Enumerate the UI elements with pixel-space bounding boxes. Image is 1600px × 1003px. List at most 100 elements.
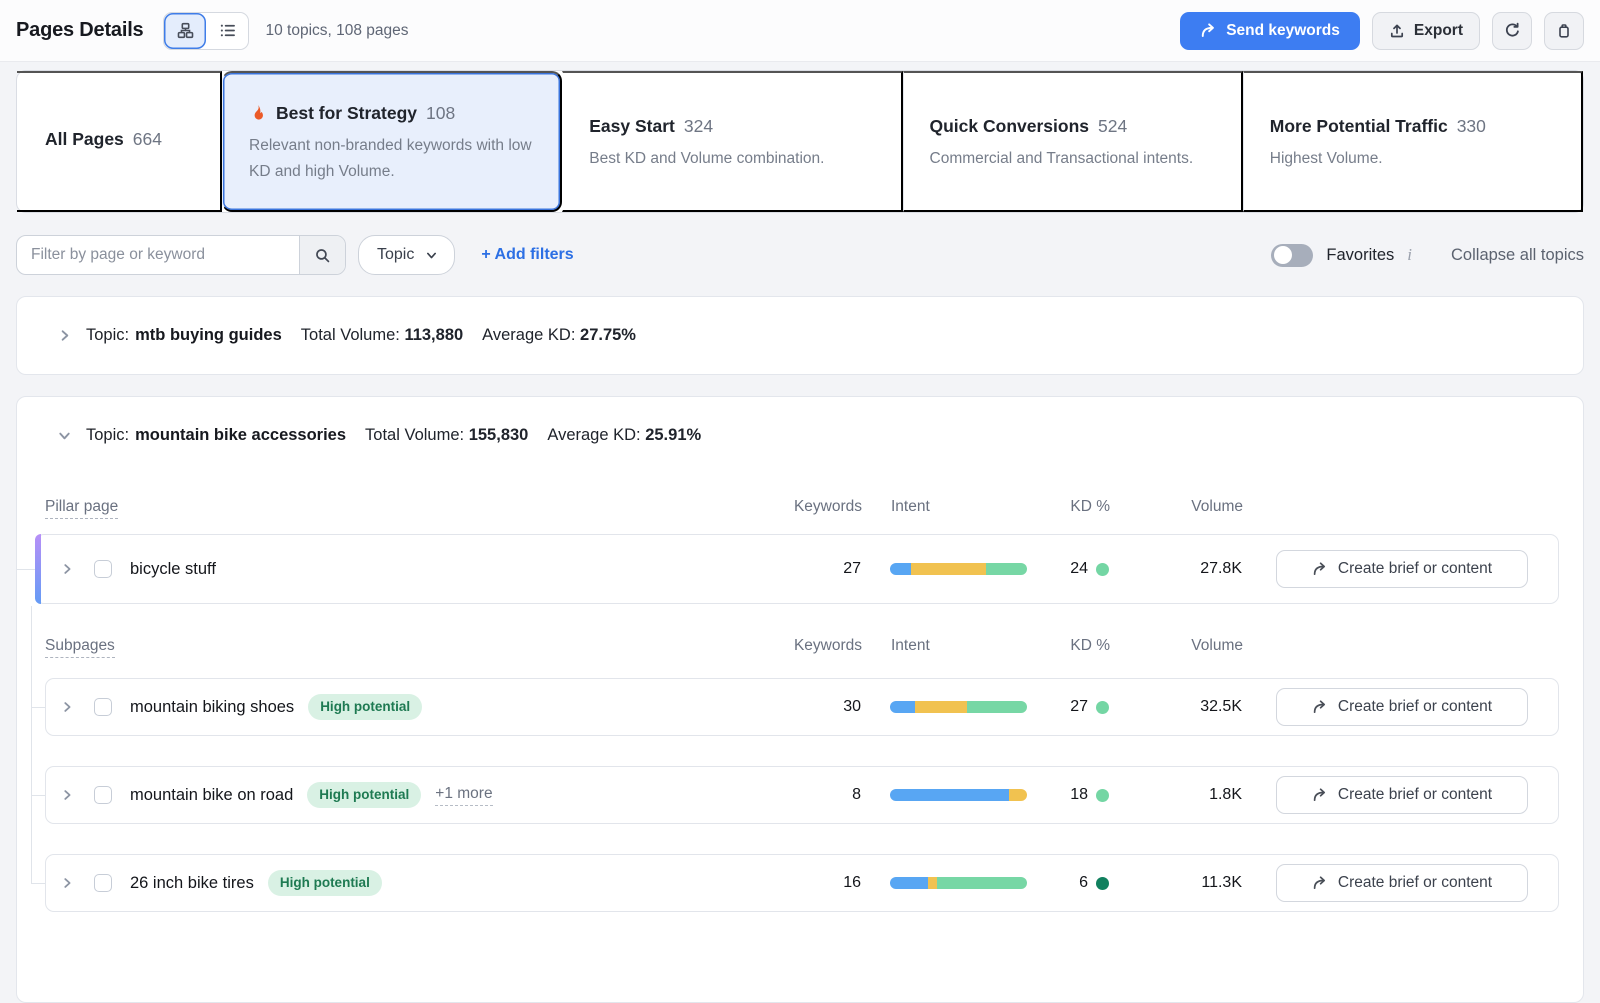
page-name: bicycle stuff (130, 560, 216, 579)
refresh-icon (1504, 22, 1521, 39)
create-brief-button[interactable]: Create brief or content (1276, 550, 1528, 588)
kd-status-dot (1096, 877, 1109, 890)
add-filters-button[interactable]: + Add filters (481, 246, 573, 264)
tab-description: Commercial and Transactional intents. (930, 146, 1217, 172)
row-checkbox[interactable] (94, 698, 112, 716)
total-volume: Total Volume: 155,830 (365, 426, 528, 445)
high-potential-badge: High potential (308, 694, 422, 720)
expand-row-chevron[interactable] (60, 876, 94, 890)
tab-easy-start[interactable]: Easy Start 324 Best KD and Volume combin… (562, 71, 902, 212)
tab-count: 330 (1457, 116, 1486, 137)
more-badges-link[interactable]: +1 more (435, 785, 492, 806)
search-input[interactable] (17, 236, 299, 274)
expand-row-chevron[interactable] (60, 788, 94, 802)
tab-more-potential-traffic[interactable]: More Potential Traffic 330 Highest Volum… (1243, 71, 1583, 212)
intent-cell (890, 563, 1027, 575)
kd-value: 24 (1070, 560, 1088, 578)
pillar-page-column-header: Pillar page (45, 498, 782, 516)
volume-value: 11.3K (1138, 874, 1242, 892)
tab-count: 324 (684, 116, 713, 137)
send-arrow-icon (1312, 787, 1328, 803)
trash-icon (1556, 23, 1572, 39)
pages-table: Pillar page Keywords Intent KD % Volume (17, 474, 1583, 1002)
topic-card-mtb-buying-guides: Topic: mtb buying guides Total Volume: 1… (16, 296, 1584, 375)
toggle-knob (1274, 246, 1292, 264)
average-kd: Average KD: 27.75% (482, 326, 636, 345)
tree-connector (31, 707, 45, 708)
favorites-toggle[interactable] (1271, 244, 1313, 267)
kd-value: 6 (1079, 874, 1088, 892)
topic-header[interactable]: Topic: mtb buying guides Total Volume: 1… (17, 297, 1583, 374)
topic-card-mountain-bike-accessories: Topic: mountain bike accessories Total V… (16, 396, 1584, 1003)
tab-quick-conversions[interactable]: Quick Conversions 524 Commercial and Tra… (903, 71, 1243, 212)
total-volume-value: 113,880 (404, 326, 463, 344)
pillar-page-header-row: Pillar page Keywords Intent KD % Volume (45, 480, 1559, 534)
collapse-all-topics-button[interactable]: Collapse all topics (1451, 246, 1584, 265)
expand-row-chevron[interactable] (60, 562, 94, 576)
flame-icon (249, 104, 267, 122)
high-potential-badge: High potential (268, 870, 382, 896)
tab-count: 524 (1098, 116, 1127, 137)
send-keywords-button[interactable]: Send keywords (1180, 12, 1360, 50)
list-view-button[interactable] (206, 13, 248, 49)
topic-filter-dropdown[interactable]: Topic (358, 235, 455, 275)
info-icon[interactable]: i (1404, 245, 1415, 265)
topic-name: mtb buying guides (135, 326, 282, 345)
tab-label: Quick Conversions (930, 116, 1090, 137)
upload-icon (1389, 23, 1405, 39)
tree-view-button[interactable] (164, 13, 206, 49)
expand-row-chevron[interactable] (60, 700, 94, 714)
search-button[interactable] (299, 236, 345, 274)
kd-column-header: KD % (1030, 637, 1110, 655)
list-icon (219, 22, 236, 39)
high-potential-badge: High potential (307, 782, 421, 808)
subpage-row[interactable]: mountain bike on road High potential +1 … (45, 766, 1559, 824)
create-brief-label: Create brief or content (1338, 874, 1492, 892)
row-checkbox[interactable] (94, 874, 112, 892)
average-kd-value: 25.91% (645, 426, 701, 444)
tab-all-pages[interactable]: All Pages 664 (17, 71, 222, 212)
page-title: Pages Details (16, 19, 143, 42)
tab-count: 664 (133, 129, 162, 150)
tab-best-for-strategy[interactable]: Best for Strategy 108 Relevant non-brand… (222, 71, 562, 212)
subpage-row[interactable]: 26 inch bike tires High potential 16 6 1… (45, 854, 1559, 912)
page-name: 26 inch bike tires (130, 874, 254, 893)
create-brief-button[interactable]: Create brief or content (1276, 688, 1528, 726)
average-kd-label: Average KD: (547, 426, 640, 444)
delete-button[interactable] (1544, 12, 1584, 50)
topic-header[interactable]: Topic: mountain bike accessories Total V… (17, 397, 1583, 474)
keywords-count: 16 (781, 874, 861, 892)
tab-label: Easy Start (589, 116, 675, 137)
subpages-header-row: Subpages Keywords Intent KD % Volume (45, 614, 1559, 678)
intent-bar (890, 701, 1027, 713)
kd-status-dot (1096, 701, 1109, 714)
kd-status-dot (1096, 563, 1109, 576)
row-checkbox[interactable] (94, 560, 112, 578)
chevron-down-icon[interactable] (57, 428, 72, 443)
subpage-row[interactable]: mountain biking shoes High potential 30 … (45, 678, 1559, 736)
intent-bar (890, 877, 1027, 889)
tab-count: 108 (426, 103, 455, 124)
intent-cell (890, 701, 1027, 713)
create-brief-button[interactable]: Create brief or content (1276, 864, 1528, 902)
kd-status-dot (1096, 789, 1109, 802)
keywords-column-header: Keywords (782, 498, 862, 516)
intent-cell (890, 789, 1027, 801)
tree-connector (31, 606, 32, 883)
search-icon (314, 247, 331, 264)
row-checkbox[interactable] (94, 786, 112, 804)
create-brief-button[interactable]: Create brief or content (1276, 776, 1528, 814)
tab-description: Highest Volume. (1270, 146, 1557, 172)
keywords-count: 27 (781, 560, 861, 578)
chevron-right-icon[interactable] (57, 328, 72, 343)
refresh-button[interactable] (1492, 12, 1532, 50)
export-button[interactable]: Export (1372, 12, 1480, 50)
volume-column-header: Volume (1139, 637, 1243, 655)
volume-value: 32.5K (1138, 698, 1242, 716)
create-brief-label: Create brief or content (1338, 786, 1492, 804)
intent-cell (890, 877, 1027, 889)
volume-value: 27.8K (1138, 560, 1242, 578)
total-volume-label: Total Volume: (301, 326, 400, 344)
pillar-page-row[interactable]: bicycle stuff 27 24 27.8K (35, 534, 1559, 604)
subpages-column-header: Subpages (45, 637, 782, 655)
